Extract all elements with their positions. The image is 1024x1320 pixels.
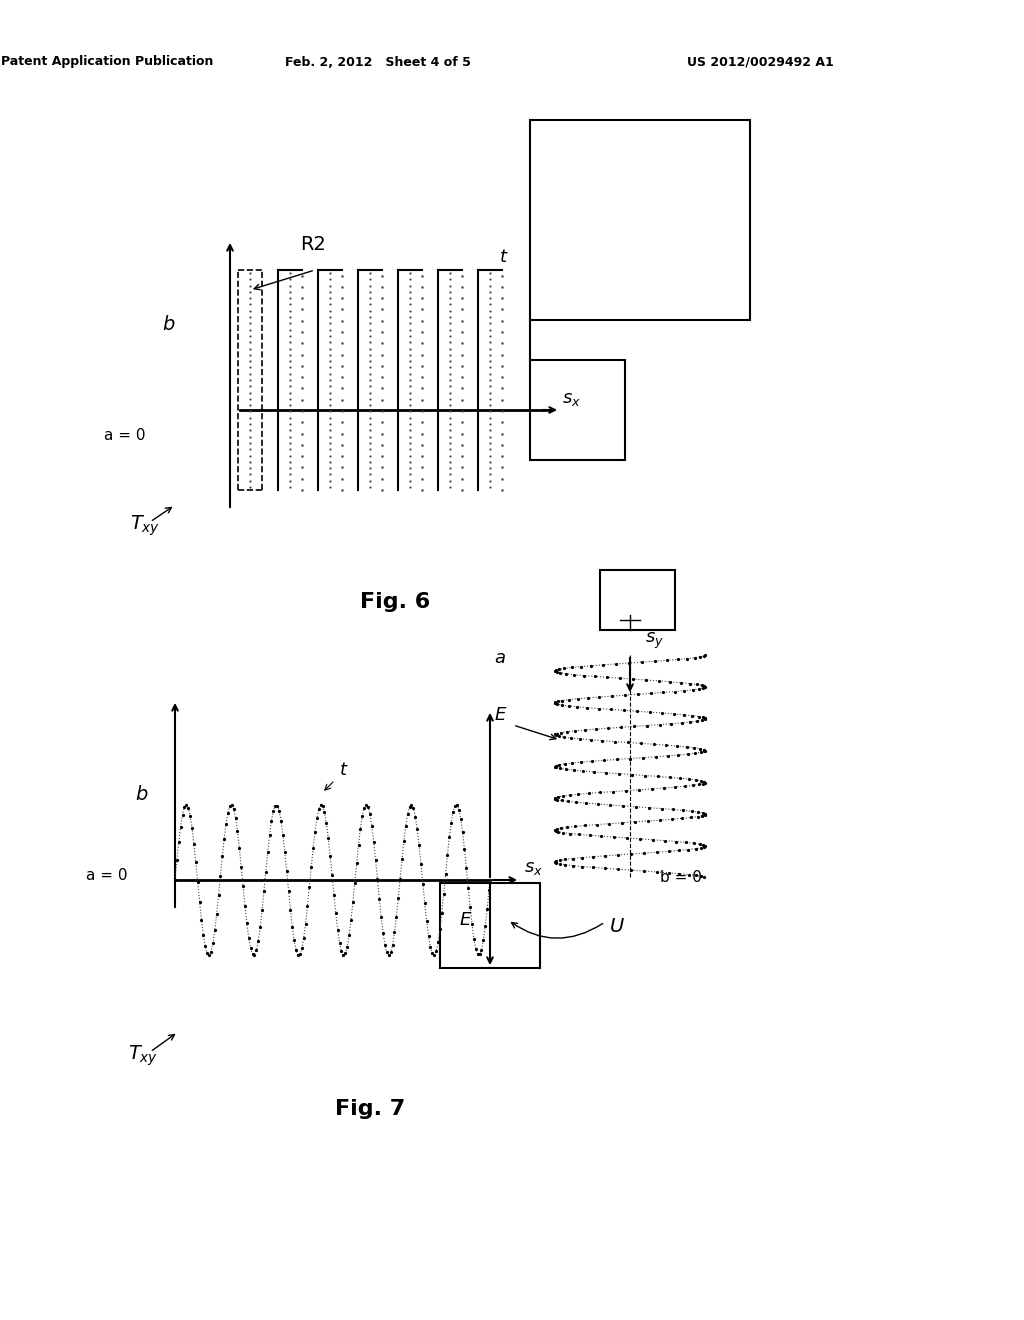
Text: Patent Application Publication: Patent Application Publication	[1, 55, 213, 69]
Text: a: a	[494, 649, 505, 667]
Bar	[600, 570, 675, 630]
Text: E: E	[495, 706, 507, 723]
Text: t: t	[500, 248, 507, 267]
Text: t: t	[340, 762, 347, 779]
Text: US 2012/0029492 A1: US 2012/0029492 A1	[687, 55, 834, 69]
Text: b: b	[163, 315, 175, 334]
Text: Fig. 6: Fig. 6	[359, 591, 430, 612]
Text: Fig. 7: Fig. 7	[335, 1100, 406, 1119]
Text: $s_y$: $s_y$	[645, 631, 664, 651]
Text: a = 0: a = 0	[103, 428, 145, 444]
Text: $s_x$: $s_x$	[562, 389, 581, 408]
Bar	[530, 360, 625, 459]
Text: U: U	[610, 917, 625, 936]
Text: Feb. 2, 2012   Sheet 4 of 5: Feb. 2, 2012 Sheet 4 of 5	[285, 55, 471, 69]
Text: $T_{xy}$: $T_{xy}$	[128, 1044, 159, 1068]
Bar	[440, 883, 540, 968]
Text: R2: R2	[300, 235, 326, 253]
Text: b: b	[135, 785, 148, 804]
Text: $s_x$: $s_x$	[524, 859, 543, 876]
Bar	[530, 120, 750, 319]
Text: a = 0: a = 0	[86, 869, 128, 883]
Text: E: E	[460, 911, 471, 929]
Text: $T_{xy}$: $T_{xy}$	[130, 513, 160, 539]
Text: b = 0: b = 0	[660, 870, 701, 884]
